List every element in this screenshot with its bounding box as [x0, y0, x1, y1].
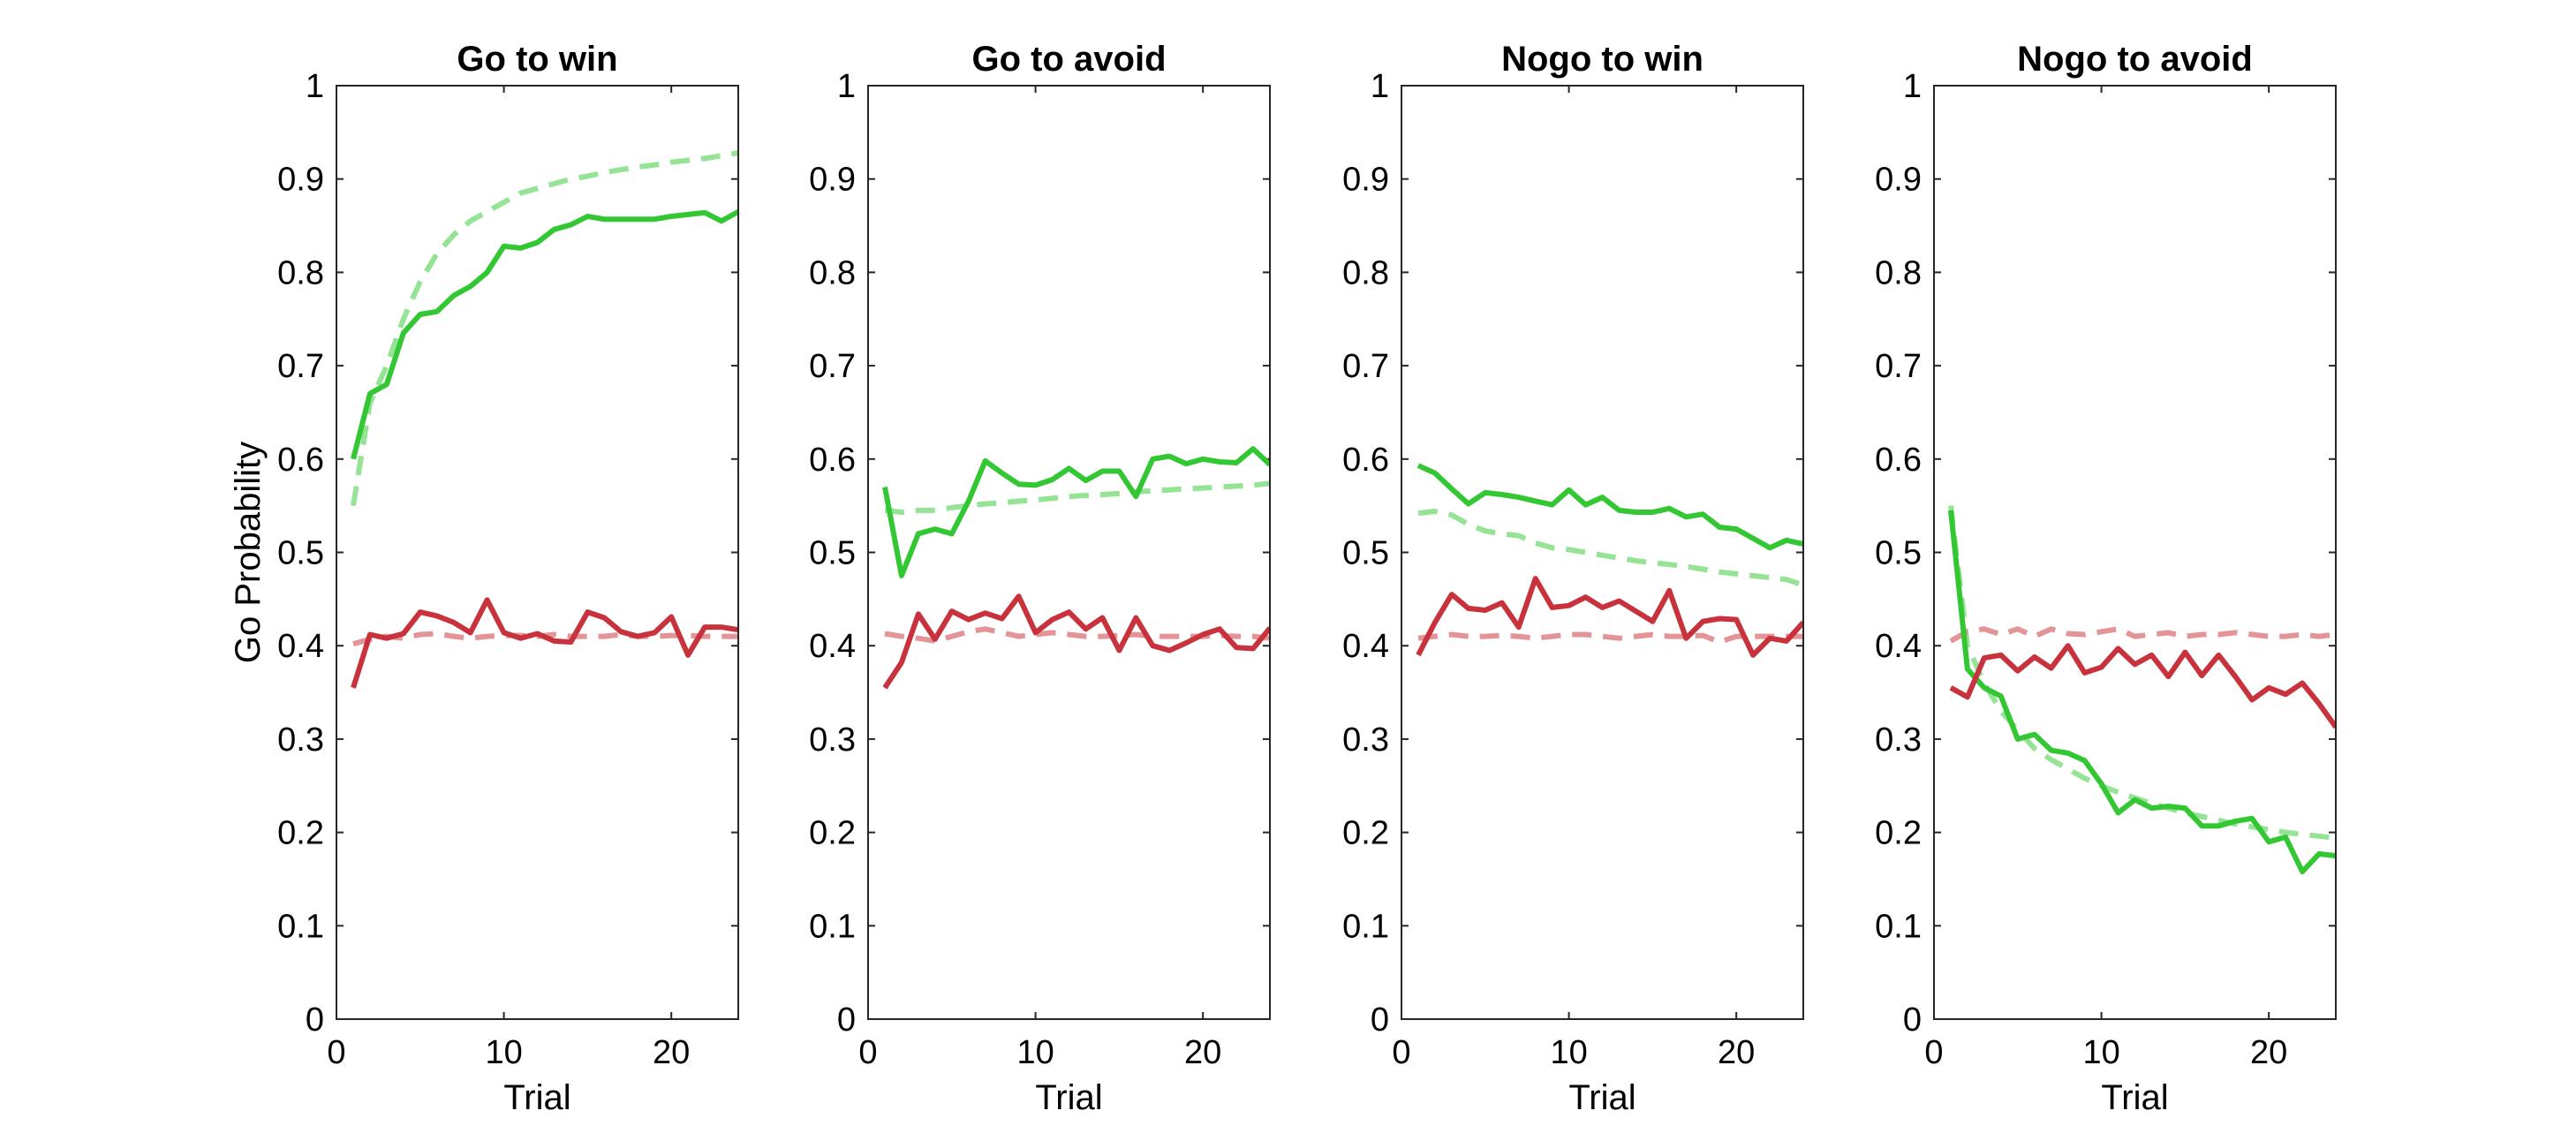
y-tick-label: 0.3	[277, 722, 324, 759]
x-axis-label: Trial	[1035, 1078, 1102, 1117]
series-line-3-solid	[1416, 576, 1803, 658]
y-tick-label: 0.3	[1875, 722, 1922, 759]
y-tick-label: 1	[1371, 68, 1389, 105]
series-line-3-solid	[1949, 643, 2336, 729]
series-line-1-solid	[351, 209, 738, 460]
y-tick-label: 0.7	[809, 348, 856, 385]
x-tick-label: 20	[1184, 1034, 1221, 1071]
x-tick-label: 0	[1392, 1034, 1410, 1071]
series-line-3-solid	[351, 597, 738, 689]
x-tick-label: 10	[485, 1034, 522, 1071]
y-tick-label: 0.9	[277, 162, 324, 199]
y-tick-label: 0.8	[277, 254, 324, 291]
y-tick-label: 0.2	[1875, 815, 1922, 852]
y-tick-label: 0.4	[809, 628, 856, 665]
y-tick-label: 0.5	[1875, 535, 1922, 572]
series-line-2-dashed	[884, 480, 1270, 515]
y-tick-label: 0.6	[277, 442, 324, 479]
y-tick-label: 0.9	[809, 162, 856, 199]
y-tick-label: 0	[837, 1001, 856, 1039]
y-tick-label: 0.6	[1342, 442, 1389, 479]
y-tick-label: 0.8	[1342, 254, 1389, 291]
series-line-1-solid	[1948, 510, 2336, 874]
axes-frame	[1401, 85, 1804, 1020]
axes-frame	[1933, 85, 2337, 1020]
y-tick-label: 0	[1903, 1001, 1922, 1039]
y-tick-label: 0.7	[1875, 348, 1922, 385]
y-tick-label: 0	[306, 1001, 324, 1039]
y-tick-label: 0.1	[1875, 908, 1922, 945]
series-line-4-dashed	[1949, 626, 2336, 644]
y-tick-label: 0.5	[277, 535, 324, 572]
plot-area	[1934, 86, 2336, 1019]
x-axis-label: Trial	[503, 1078, 570, 1117]
y-tick-label: 0.8	[1875, 254, 1922, 291]
subplot-title: Nogo to win	[1501, 40, 1703, 79]
y-tick-label: 0.5	[1342, 535, 1389, 572]
y-tick-label: 0.9	[1342, 162, 1389, 199]
series-line-2-dashed	[1417, 509, 1803, 588]
y-tick-label: 0.7	[277, 348, 324, 385]
y-tick-label: 0.5	[809, 535, 856, 572]
y-tick-label: 1	[837, 68, 856, 105]
y-tick-label: 0.3	[809, 722, 856, 759]
y-tick-label: 0.3	[1342, 722, 1389, 759]
series-line-1-solid	[882, 446, 1270, 578]
y-tick-label: 1	[1903, 68, 1922, 105]
x-tick-label: 0	[858, 1034, 877, 1071]
y-tick-label: 0.4	[277, 628, 324, 665]
plot-area	[336, 86, 738, 1019]
x-axis-label: Trial	[1568, 1078, 1635, 1117]
y-tick-label: 0.2	[809, 815, 856, 852]
subplot-title: Nogo to avoid	[2017, 40, 2253, 79]
series-line-3-solid	[882, 593, 1270, 690]
series-line-1-solid	[1416, 463, 1803, 551]
plot-area	[1401, 86, 1803, 1019]
y-tick-label: 0.6	[809, 442, 856, 479]
y-tick-label: 0.2	[1342, 815, 1389, 852]
y-tick-label: 0.8	[809, 254, 856, 291]
x-tick-label: 0	[1924, 1034, 1943, 1071]
axes-frame	[867, 85, 1271, 1020]
subplot-title: Go to avoid	[972, 40, 1167, 79]
y-tick-label: 1	[306, 68, 324, 105]
series-line-2-dashed	[351, 150, 738, 507]
y-tick-label: 0.9	[1875, 162, 1922, 199]
y-tick-label: 0.1	[1342, 908, 1389, 945]
x-tick-label: 20	[1718, 1034, 1755, 1071]
subplot-title: Go to win	[457, 40, 617, 79]
y-tick-label: 0.7	[1342, 348, 1389, 385]
series-line-4-dashed	[1417, 631, 1803, 645]
axes-frame	[336, 85, 739, 1020]
y-tick-label: 0.6	[1875, 442, 1922, 479]
x-tick-label: 10	[1016, 1034, 1054, 1071]
x-axis-label: Trial	[2101, 1078, 2168, 1117]
y-tick-label: 0	[1371, 1001, 1389, 1039]
y-tick-label: 0.2	[277, 815, 324, 852]
x-tick-label: 10	[1550, 1034, 1587, 1071]
x-tick-label: 20	[2250, 1034, 2287, 1071]
y-tick-label: 0.1	[277, 908, 324, 945]
y-tick-label: 0.4	[1342, 628, 1389, 665]
x-tick-label: 20	[653, 1034, 690, 1071]
y-tick-label: 0.1	[809, 908, 856, 945]
y-tick-label: 0.4	[1875, 628, 1922, 665]
plot-area	[868, 86, 1270, 1019]
y-axis-label: Go Probability	[229, 442, 268, 663]
x-tick-label: 10	[2082, 1034, 2119, 1071]
x-tick-label: 0	[327, 1034, 345, 1071]
